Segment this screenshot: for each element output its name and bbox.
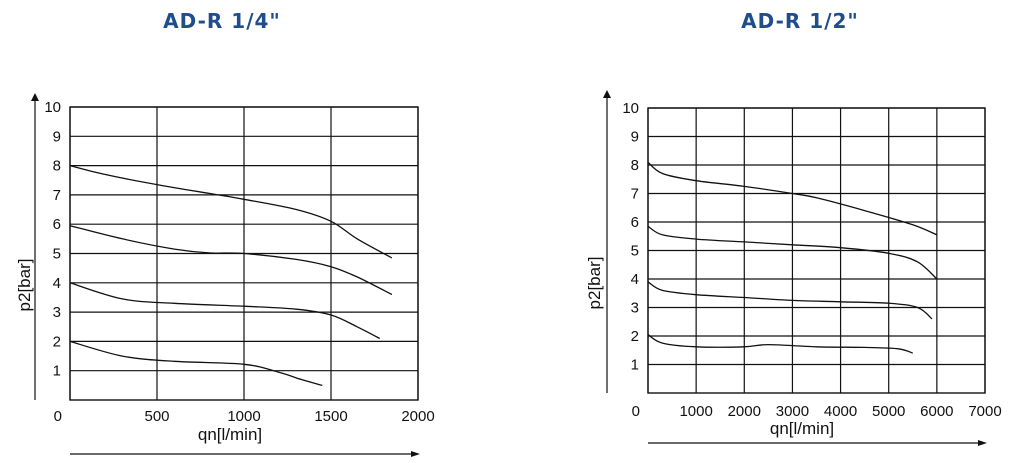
y-axis-arrowhead [31, 93, 39, 101]
y-tick-label: 1 [631, 357, 639, 374]
series-line-4 [69, 340, 323, 387]
series-line-1 [69, 164, 393, 259]
x-tick-label: 0 [54, 408, 62, 425]
x-tick-label: 4000 [824, 403, 857, 420]
y-tick-label: 10 [622, 100, 639, 117]
x-tick-label: 2000 [401, 408, 434, 425]
x-tick-label: 1500 [314, 408, 347, 425]
y-tick-label: 1 [53, 363, 61, 380]
series-line-3 [647, 281, 933, 320]
x-axis-label: qn[l/min] [198, 425, 262, 444]
x-tick-label: 1000 [679, 403, 712, 420]
y-tick-label: 4 [631, 271, 639, 288]
chart-title: AD-R 1/4" [163, 9, 281, 33]
chart-title: AD-R 1/2" [741, 9, 859, 33]
y-tick-label: 9 [53, 128, 61, 145]
x-tick-label: 1000 [227, 408, 260, 425]
y-tick-label: 8 [53, 158, 61, 175]
x-tick-label: 0 [632, 403, 640, 420]
y-tick-label: 7 [53, 187, 61, 204]
x-tick-label: 7000 [968, 403, 1001, 420]
y-tick-label: 7 [631, 186, 639, 203]
plot-frame [647, 107, 986, 394]
y-tick-label: 9 [631, 129, 639, 146]
y-tick-label: 3 [53, 304, 61, 321]
plot-frame [69, 106, 419, 401]
series-line-2 [647, 225, 938, 280]
x-axis-label: qn[l/min] [770, 419, 834, 438]
y-tick-label: 3 [631, 300, 639, 317]
y-axis-label: p2[bar] [15, 259, 34, 312]
series-line-3 [69, 282, 381, 340]
y-tick-label: 2 [53, 333, 61, 350]
x-tick-label: 2000 [728, 403, 761, 420]
y-tick-label: 2 [631, 328, 639, 345]
y-axis-label: p2[bar] [585, 257, 604, 310]
series-line-4 [647, 334, 914, 354]
y-tick-label: 10 [44, 99, 61, 116]
x-axis-arrowhead [411, 451, 420, 457]
chart-1: AD-R 1/4" 1 2 3 4 5 6 7 8 9 10 0 500 1000 1500 2000 p2[b… [15, 9, 435, 457]
series-line-1 [647, 161, 938, 236]
x-axis-arrowhead [978, 440, 987, 446]
y-tick-label: 8 [631, 157, 639, 174]
x-tick-label: 3000 [776, 403, 809, 420]
series-line-2 [69, 225, 393, 296]
x-tick-label: 500 [144, 408, 169, 425]
y-tick-label: 6 [631, 214, 639, 231]
x-tick-label: 5000 [872, 403, 905, 420]
y-axis-arrowhead [603, 90, 611, 98]
chart-2: AD-R 1/2" 1 2 3 4 5 6 7 8 9 10 0 1000 2000 3000 4000 500… [585, 9, 1002, 446]
x-tick-label: 6000 [920, 403, 953, 420]
y-tick-label: 4 [53, 275, 61, 292]
y-tick-label: 5 [53, 246, 61, 263]
y-tick-label: 5 [631, 243, 639, 260]
y-tick-label: 6 [53, 216, 61, 233]
